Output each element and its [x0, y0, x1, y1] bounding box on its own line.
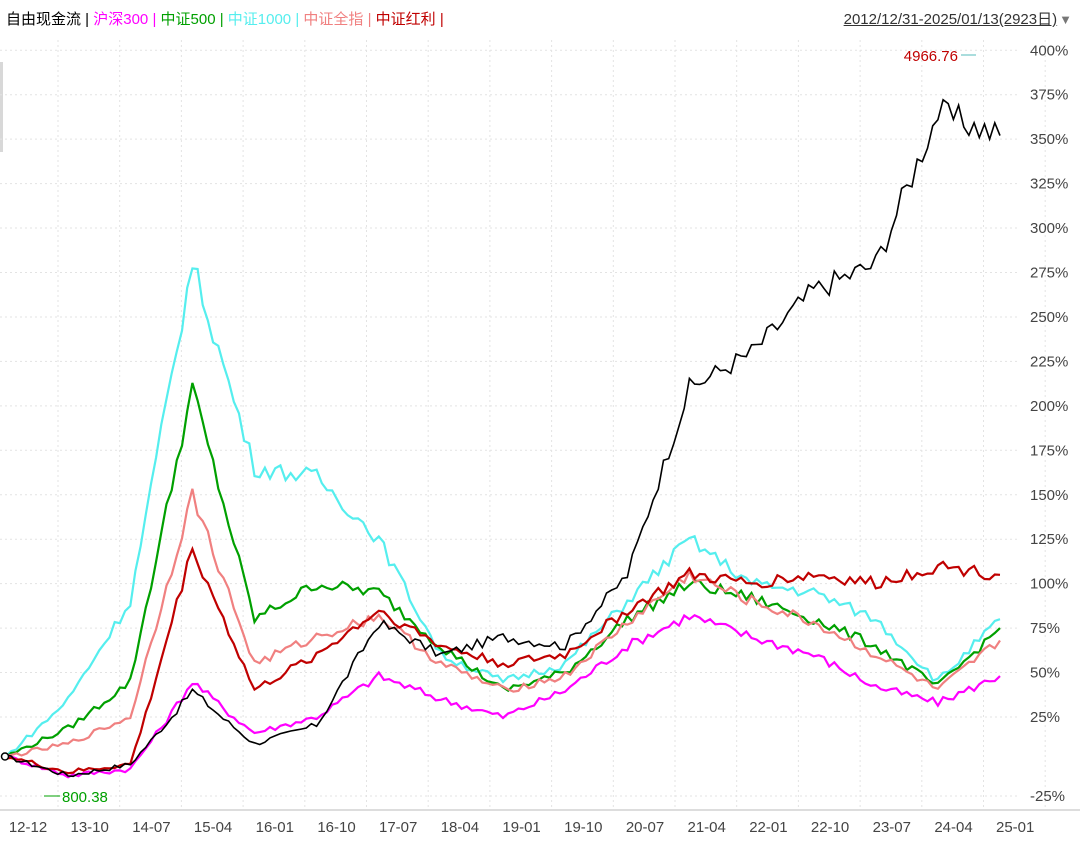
- x-tick-label: 17-07: [379, 819, 417, 836]
- x-tick-label: 16-10: [317, 819, 355, 836]
- y-tick-label: 225%: [1030, 353, 1068, 370]
- x-tick-label: 13-10: [71, 819, 109, 836]
- y-tick-label: 175%: [1030, 442, 1068, 459]
- legend-item: 中证红利: [375, 11, 436, 28]
- x-tick-label: 19-01: [502, 819, 540, 836]
- legend-separator: |: [81, 11, 94, 28]
- min-value-label: 800.38: [62, 789, 108, 806]
- legend-item: 中证全指: [303, 11, 364, 28]
- y-tick-label: 250%: [1030, 309, 1068, 326]
- date-range-selector[interactable]: 2012/12/31-2025/01/13(2923日) ▼: [844, 8, 1072, 29]
- max-value-label: 4966.76: [904, 48, 958, 65]
- y-tick-label: 25%: [1030, 709, 1060, 726]
- chart-legend: 自由现金流 | 沪深300 | 中证500 | 中证1000 | 中证全指 | …: [6, 8, 444, 29]
- series-line-2: [5, 382, 1001, 759]
- y-tick-label: 400%: [1030, 42, 1068, 59]
- y-axis: 400% 375% 350% 325% 300% 275% 250% 225% 200% 175%…: [1030, 42, 1068, 805]
- y-tick-label: 350%: [1030, 131, 1068, 148]
- x-tick-label: 18-04: [441, 819, 479, 836]
- y-tick-label: 125%: [1030, 531, 1068, 548]
- series-layer: [5, 98, 1001, 779]
- grid-layer: [0, 40, 1046, 808]
- legend-separator: |: [363, 11, 376, 28]
- series-line-0: [5, 98, 1001, 778]
- x-tick-label: 14-07: [132, 819, 170, 836]
- legend-separator: |: [435, 11, 444, 28]
- x-tick-label: 21-04: [688, 819, 726, 836]
- y-tick-label: 100%: [1030, 576, 1068, 593]
- x-tick-label: 22-01: [749, 819, 787, 836]
- x-tick-label: 22-10: [811, 819, 849, 836]
- x-axis: 12-12 13-10 14-07 15-04 16-01 16-10 17-07 18-04…: [0, 809, 1080, 836]
- x-tick-label: 15-04: [194, 819, 232, 836]
- date-range-text[interactable]: 2012/12/31-2025/01/13(2923日): [843, 11, 1058, 28]
- y-tick-label: 375%: [1030, 87, 1068, 104]
- dropdown-arrow-icon[interactable]: ▼: [1059, 12, 1072, 27]
- x-tick-label: 20-07: [626, 819, 664, 836]
- y-tick-label: 275%: [1030, 265, 1068, 282]
- legend-item: 沪深300: [93, 11, 149, 28]
- x-tick-label: 24-04: [934, 819, 972, 836]
- y-tick-label: -25%: [1030, 788, 1065, 805]
- legend-separator: |: [148, 11, 161, 28]
- y-tick-label: 300%: [1030, 220, 1068, 237]
- start-marker: [0, 752, 10, 761]
- legend-separator: |: [291, 11, 304, 28]
- y-tick-label: 200%: [1030, 398, 1068, 415]
- y-tick-label: 150%: [1030, 487, 1068, 504]
- series-line-3: [5, 267, 1001, 757]
- y-tick-label: 50%: [1030, 665, 1060, 682]
- legend-item: 自由现金流: [6, 11, 82, 28]
- x-tick-label: 12-12: [9, 819, 47, 836]
- legend-item: 中证1000: [227, 11, 292, 28]
- x-tick-label: 19-10: [564, 819, 602, 836]
- side-panel-handle[interactable]: [0, 62, 3, 152]
- x-tick-label: 23-07: [873, 819, 911, 836]
- series-line-5: [5, 545, 1001, 775]
- series-line-4: [5, 488, 1001, 757]
- x-tick-label: 16-01: [256, 819, 294, 836]
- annotation-layer: 4966.76 800.38: [0, 48, 976, 806]
- series-line-1: [5, 613, 1001, 779]
- legend-separator: |: [215, 11, 228, 28]
- x-tick-label: 25-01: [996, 819, 1034, 836]
- y-tick-label: 325%: [1030, 176, 1068, 193]
- y-tick-label: 75%: [1030, 620, 1060, 637]
- legend-item: 中证500: [160, 11, 216, 28]
